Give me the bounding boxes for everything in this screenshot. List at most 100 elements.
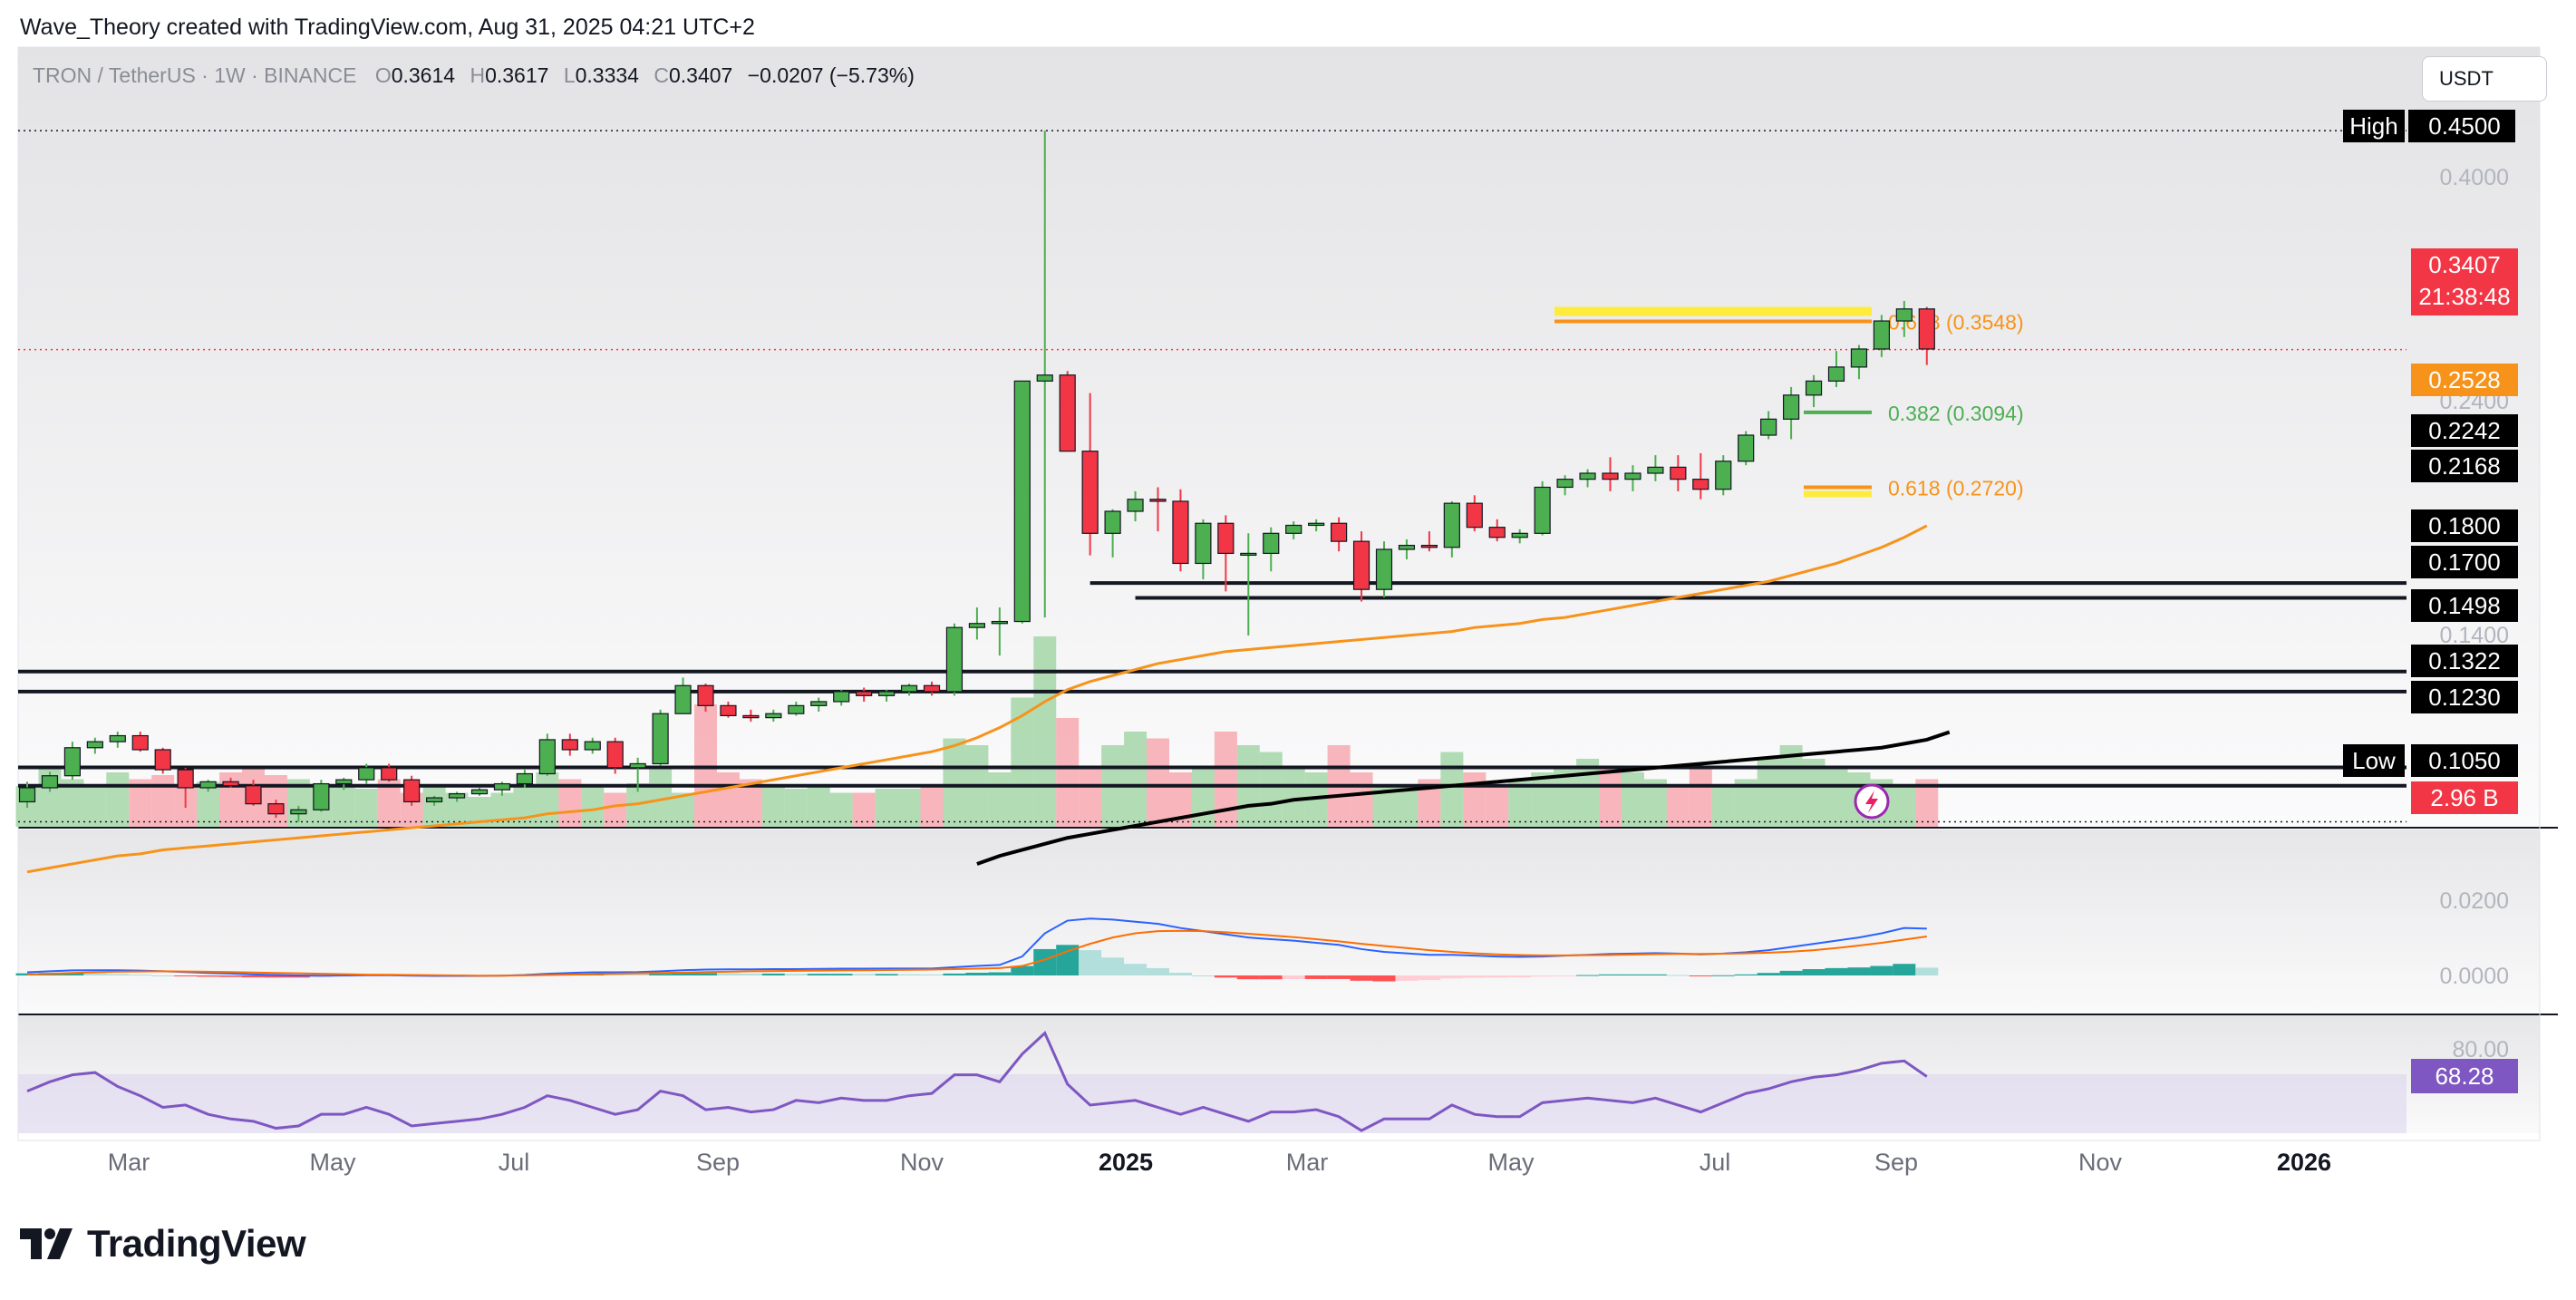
y-tick-label: 0.0200 (2440, 888, 2509, 914)
macd-histogram-bar (1214, 975, 1237, 978)
macd-histogram-bar (807, 974, 830, 975)
macd-histogram-bar (1689, 975, 1712, 976)
macd-histogram-bar (1147, 967, 1169, 975)
candle-body (561, 739, 578, 751)
candle-body (1602, 472, 1619, 480)
candle-body (18, 787, 36, 803)
candle-body (1263, 532, 1280, 555)
candle-body (1805, 380, 1823, 396)
candle-body (674, 684, 692, 714)
candle-body (222, 781, 239, 787)
candles (18, 131, 1935, 822)
price-label-box (2411, 546, 2518, 578)
candle-body (1738, 434, 1755, 462)
candle-body (720, 704, 737, 717)
candle-body (1195, 522, 1212, 565)
candle-body (1511, 532, 1528, 538)
candle-body (538, 739, 556, 775)
macd-histogram-bar (1327, 975, 1351, 979)
candle-body (1240, 552, 1257, 557)
candle-body (1895, 308, 1913, 322)
macd-histogram-bar (852, 974, 876, 975)
macd-histogram-bar (1056, 945, 1080, 975)
chart-frame (17, 46, 2541, 1141)
x-tick-label: Jul (499, 1149, 530, 1176)
macd-histogram-bar (604, 974, 627, 975)
symbol-label[interactable]: TRON / TetherUS · 1W · BINANCE (33, 63, 357, 87)
volume-bar (1576, 759, 1600, 827)
x-tick-label: 2025 (1099, 1149, 1153, 1176)
macd-histogram-bar (1825, 967, 1848, 975)
price-label-text: 0.3407 (2428, 251, 2501, 278)
macd-histogram-bar (716, 973, 740, 975)
candle-body (1782, 394, 1800, 420)
moving-averages (26, 524, 1951, 874)
y-tick-label: 80.00 (2452, 1037, 2509, 1062)
candle-body (833, 691, 850, 703)
macd-histogram-bar (1508, 975, 1532, 978)
candle-body (856, 691, 873, 696)
candle-body (245, 785, 262, 805)
volume-bar (829, 792, 853, 827)
volume-bar (1440, 752, 1464, 827)
candle-body (1013, 380, 1031, 623)
close-value: 0.3407 (669, 63, 733, 87)
tradingview-logo[interactable]: TradingView (20, 1222, 306, 1266)
candle-body (945, 626, 964, 693)
ema-line (26, 524, 1928, 874)
price-label-box (2411, 744, 2518, 777)
fib-label: 0.618 (0.2720) (1888, 476, 2024, 500)
candle-body (1670, 466, 1687, 480)
sma-line (976, 730, 1951, 866)
candle-body (923, 684, 941, 693)
macd-histogram-bar (264, 975, 287, 978)
candle-body (1760, 418, 1777, 436)
macd-histogram-bar (1191, 975, 1215, 976)
candle-body (788, 704, 805, 714)
volume-bar (897, 789, 921, 827)
low-key: L (563, 63, 576, 87)
price-label-box (2411, 414, 2518, 447)
candle-body (1398, 544, 1416, 550)
candle-body (877, 691, 896, 696)
price-label-box (2411, 509, 2518, 542)
volume-bar (1463, 772, 1487, 827)
candle-body (1172, 500, 1189, 565)
fib-label: 0.382 (0.3094) (1888, 402, 2024, 425)
volume-bar (1711, 786, 1735, 827)
macd-histogram-bar (1418, 975, 1441, 981)
currency-button[interactable]: USDT (2422, 56, 2547, 102)
open-key: O (374, 63, 392, 87)
candle-body (86, 741, 103, 749)
macd-histogram-bar (1757, 973, 1780, 975)
volume-bar (807, 786, 830, 827)
price-label-text: 0.1800 (2428, 512, 2501, 539)
fib-zone (1554, 306, 1872, 316)
macd-histogram-bar (649, 974, 673, 975)
volume-bar (1191, 765, 1215, 827)
candle-body (154, 749, 171, 771)
price-label-text: 0.2168 (2428, 452, 2501, 480)
candle-body (584, 741, 601, 751)
volume-bar (1147, 738, 1169, 827)
candle-body (1330, 522, 1348, 542)
price-label-text: 0.1050 (2428, 747, 2501, 774)
volume-bar (988, 772, 1012, 827)
x-tick-label: Sep (696, 1149, 740, 1176)
candle-body (697, 684, 714, 706)
macd-histogram-bar (174, 975, 198, 976)
rsi-value-label: 68.28 (2435, 1062, 2494, 1090)
volume-bar (761, 786, 785, 827)
volume-bar (332, 786, 355, 827)
candle-body (403, 779, 421, 803)
macd-histogram-bar (1847, 967, 1871, 975)
candle-body (381, 767, 398, 781)
price-label-box (2411, 681, 2518, 713)
candle-body (606, 741, 624, 769)
macd-histogram-bar (1711, 975, 1735, 976)
candle-body (1104, 510, 1121, 534)
x-tick-label: May (1487, 1149, 1535, 1176)
macd-histogram-bar (965, 972, 989, 975)
price-label-text: 0.1322 (2428, 647, 2501, 674)
price-label-box (2411, 781, 2518, 814)
